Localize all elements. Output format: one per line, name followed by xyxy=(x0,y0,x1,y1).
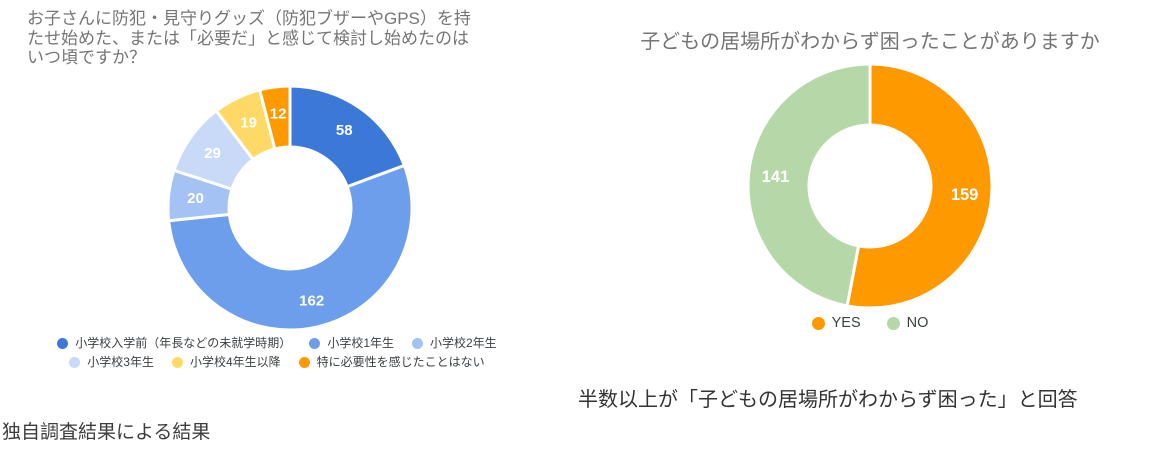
legend-label: 特に必要性を感じたことはない xyxy=(316,355,485,369)
legend-dot-icon xyxy=(69,357,81,368)
legend-label: YES xyxy=(831,315,861,331)
legend-dot-icon xyxy=(298,357,310,368)
legend-label: 小学校1年生 xyxy=(327,336,394,350)
right-chart-title: 子どもの居場所がわからず困ったことがありますか xyxy=(640,31,1100,53)
legend-item: YES xyxy=(811,315,861,331)
right-chart-caption: 半数以上が「子どもの居場所がわからず困った」と回答 xyxy=(578,389,1078,411)
donut-slice xyxy=(845,62,994,310)
right-donut-chart: 159 141 xyxy=(746,62,994,310)
legend-item: 小学校入学前（年長などの未就学時期） xyxy=(57,336,291,351)
legend-dot-icon xyxy=(309,338,321,349)
left-donut-chart: 58 162 20 29 19 12 xyxy=(166,84,414,332)
legend-dot-icon xyxy=(886,317,900,330)
slice-value-label: 141 xyxy=(762,168,790,186)
slice-value-label: 162 xyxy=(299,292,324,309)
legend-item: 小学校1年生 xyxy=(309,336,394,351)
slice-value-label: 29 xyxy=(204,145,221,162)
left-chart-legend: 小学校入学前（年長などの未就学時期） 小学校1年生 小学校2年生小学校3年生 小学校4… xyxy=(12,336,542,370)
legend-label: 小学校2年生 xyxy=(430,336,497,350)
slice-value-label: 20 xyxy=(187,190,204,207)
legend-label: 小学校入学前（年長などの未就学時期） xyxy=(75,336,292,350)
slice-value-label: 12 xyxy=(270,106,287,123)
legend-item: 小学校2年生 xyxy=(412,336,497,351)
slice-value-label: 58 xyxy=(336,122,353,139)
legend-label: NO xyxy=(906,315,929,331)
slice-value-label: 159 xyxy=(951,186,979,204)
donut-slice xyxy=(257,84,292,151)
legend-dot-icon xyxy=(57,338,69,349)
legend-label: 小学校3年生 xyxy=(87,355,154,369)
legend-item: 小学校3年生 xyxy=(69,355,154,370)
right-chart-legend: YES NO xyxy=(740,316,1000,331)
legend-item: 特に必要性を感じたことはない xyxy=(298,355,485,370)
legend-label: 小学校4年生以降 xyxy=(189,355,281,369)
donut-slice xyxy=(167,163,414,332)
legend-item: NO xyxy=(886,315,929,331)
legend-dot-icon xyxy=(412,338,423,349)
slice-value-label: 19 xyxy=(240,114,257,131)
left-chart-title: お子さんに防犯・見守りグッズ（防犯ブザーやGPS）を持 たせ始めた、または「必要… xyxy=(27,9,471,67)
survey-source-note: 独自調査結果による結果 xyxy=(2,422,211,443)
legend-item: 小学校4年生以降 xyxy=(171,355,281,370)
donut-slice xyxy=(288,84,407,189)
donut-slice xyxy=(746,62,872,308)
legend-dot-icon xyxy=(811,317,825,330)
legend-dot-icon xyxy=(171,357,183,368)
